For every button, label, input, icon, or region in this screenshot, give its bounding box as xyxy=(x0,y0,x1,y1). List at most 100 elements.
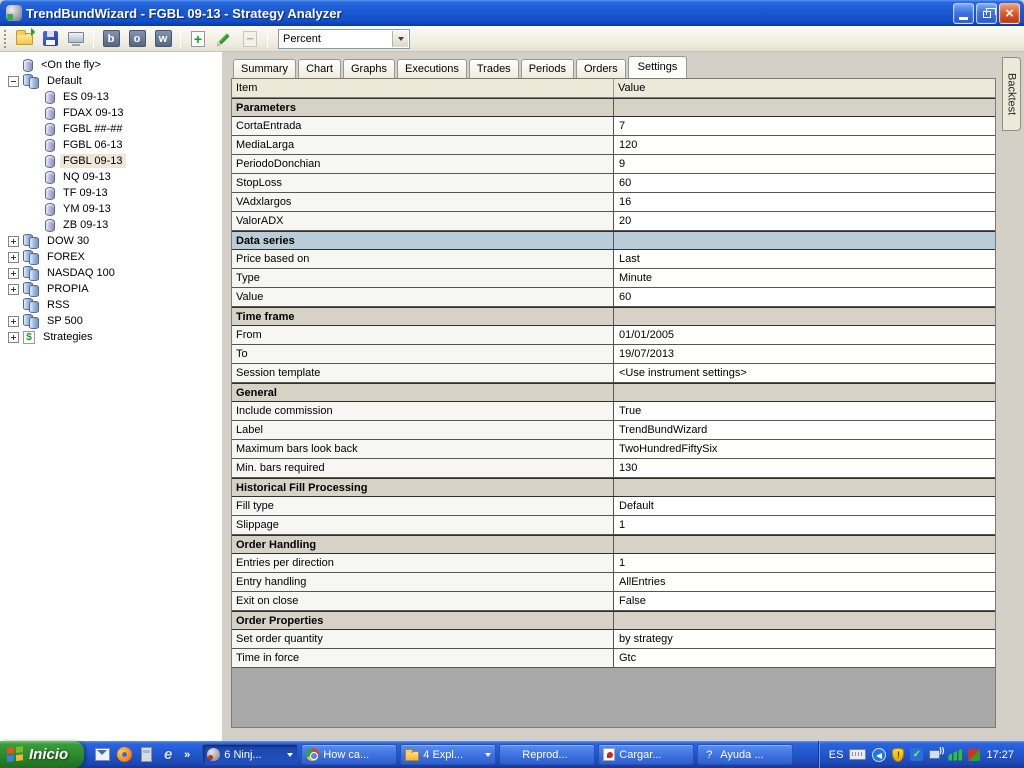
tab-settings[interactable]: Settings xyxy=(627,56,688,78)
save-button[interactable] xyxy=(38,28,62,50)
language-icon[interactable] xyxy=(872,747,887,762)
tree-item-es-09-13[interactable]: ES 09-13 xyxy=(0,89,222,105)
backtest-side-tab[interactable]: Backtest xyxy=(1002,57,1021,131)
taskbar-button-cargar[interactable]: Cargar... xyxy=(598,744,695,765)
settings-row-to[interactable]: To 19/07/2013 xyxy=(232,345,995,364)
taskbar-button-4-expl[interactable]: 4 Expl... xyxy=(400,744,497,765)
settings-row-valoradx[interactable]: ValorADX 20 xyxy=(232,212,995,231)
internet-explorer-quicklaunch-button[interactable]: e xyxy=(160,746,176,763)
settings-row-session-template[interactable]: Session template <Use instrument settings… xyxy=(232,364,995,383)
tree-item-fgbl-06-13[interactable]: FGBL 06-13 xyxy=(0,137,222,153)
expand-icon[interactable] xyxy=(7,331,19,343)
tree-item-zb-09-13[interactable]: ZB 09-13 xyxy=(0,217,222,233)
edit-button[interactable] xyxy=(212,28,236,50)
collapse-icon[interactable] xyxy=(7,75,19,87)
tab-chart[interactable]: Chart xyxy=(298,59,341,78)
tree-item-default[interactable]: Default xyxy=(0,73,222,89)
tree-splitter[interactable] xyxy=(222,52,231,741)
tree-item-fgbl-09-13[interactable]: FGBL 09-13 xyxy=(0,153,222,169)
tree-item-propia[interactable]: PROPIA xyxy=(0,281,222,297)
mail-quicklaunch-button[interactable] xyxy=(94,747,110,763)
settings-row-value[interactable]: Value 60 xyxy=(232,288,995,307)
tree-item-rss[interactable]: RSS xyxy=(0,297,222,313)
section-row-order-properties[interactable]: Order Properties xyxy=(232,611,995,630)
basic-view-button[interactable]: b xyxy=(99,28,123,50)
settings-row-cortaentrada[interactable]: CortaEntrada 7 xyxy=(232,117,995,136)
settings-row-label[interactable]: Label TrendBundWizard xyxy=(232,421,995,440)
tree-item-nq-09-13[interactable]: NQ 09-13 xyxy=(0,169,222,185)
settings-row-slippage[interactable]: Slippage 1 xyxy=(232,516,995,535)
start-button[interactable]: Inicio xyxy=(0,741,85,768)
settings-row-include-commission[interactable]: Include commission True xyxy=(232,402,995,421)
tree-item-sp-500[interactable]: SP 500 xyxy=(0,313,222,329)
walkforward-view-button[interactable]: w xyxy=(151,28,175,50)
tab-periods[interactable]: Periods xyxy=(520,59,574,78)
open-button[interactable] xyxy=(12,28,36,50)
settings-row-entry-handling[interactable]: Entry handling AllEntries xyxy=(232,573,995,592)
tab-graphs[interactable]: Graphs xyxy=(342,59,396,78)
settings-row-fill-type[interactable]: Fill type Default xyxy=(232,497,995,516)
taskbar-button-6-ninj[interactable]: 6 Ninj... xyxy=(202,744,299,765)
tree-item-nasdaq-100[interactable]: NASDAQ 100 xyxy=(0,265,222,281)
settings-row-type[interactable]: Type Minute xyxy=(232,269,995,288)
quicklaunch-overflow-chevron[interactable]: » xyxy=(184,748,191,761)
settings-row-price-based-on[interactable]: Price based on Last xyxy=(232,250,995,269)
tree-item-fgbl[interactable]: FGBL ##-## xyxy=(0,121,222,137)
taskbar-button-how-ca[interactable]: How ca... xyxy=(301,744,398,765)
antivirus-icon[interactable] xyxy=(968,748,981,761)
close-button[interactable]: × xyxy=(999,2,1020,24)
settings-row-set-order-quantity[interactable]: Set order quantity by strategy xyxy=(232,630,995,649)
settings-row-entries-per-direction[interactable]: Entries per direction 1 xyxy=(232,554,995,573)
remove-button[interactable]: − xyxy=(238,28,262,50)
section-row-data-series[interactable]: Data series xyxy=(232,231,995,250)
section-row-time-frame[interactable]: Time frame xyxy=(232,307,995,326)
tab-executions[interactable]: Executions xyxy=(397,59,467,78)
expand-icon[interactable] xyxy=(7,267,19,279)
tab-orders[interactable]: Orders xyxy=(575,59,626,78)
tab-summary[interactable]: Summary xyxy=(233,59,297,78)
settings-row-medialarga[interactable]: MediaLarga 120 xyxy=(232,136,995,155)
column-header-item[interactable]: Item xyxy=(232,79,614,97)
restore-button[interactable] xyxy=(976,2,997,24)
keyboard-icon[interactable] xyxy=(849,749,867,760)
section-row-order-handling[interactable]: Order Handling xyxy=(232,535,995,554)
section-row-historical-fill-processing[interactable]: Historical Fill Processing xyxy=(232,478,995,497)
display-button[interactable] xyxy=(64,28,88,50)
tree-item-forex[interactable]: FOREX xyxy=(0,249,222,265)
settings-row-exit-on-close[interactable]: Exit on close False xyxy=(232,592,995,611)
settings-row-periododonchian[interactable]: PeriodoDonchian 9 xyxy=(232,155,995,174)
app-icon[interactable] xyxy=(6,5,22,21)
column-header-value[interactable]: Value xyxy=(618,82,646,94)
taskbar-button-ayuda[interactable]: ? Ayuda ... xyxy=(697,744,794,765)
tree-item-on-the-fly[interactable]: <On the fly> xyxy=(0,57,222,73)
expand-icon[interactable] xyxy=(7,283,19,295)
security-shield-icon[interactable]: ! xyxy=(892,747,905,762)
chevron-down-icon[interactable] xyxy=(287,752,294,757)
settings-row-min-bars-required[interactable]: Min. bars required 130 xyxy=(232,459,995,478)
optimize-view-button[interactable]: o xyxy=(125,28,149,50)
settings-row-maximum-bars-look-back[interactable]: Maximum bars look back TwoHundredFiftySix xyxy=(232,440,995,459)
settings-row-vadxlargos[interactable]: VAdxlargos 16 xyxy=(232,193,995,212)
dropbox-icon[interactable]: ✓ xyxy=(910,748,924,761)
toolbar-grip[interactable] xyxy=(3,29,7,48)
tree-item-tf-09-13[interactable]: TF 09-13 xyxy=(0,185,222,201)
settings-row-time-in-force[interactable]: Time in force Gtc xyxy=(232,649,995,668)
tab-trades[interactable]: Trades xyxy=(468,59,519,78)
settings-row-stoploss[interactable]: StopLoss 60 xyxy=(232,174,995,193)
settings-row-from[interactable]: From 01/01/2005 xyxy=(232,326,995,345)
tree-item-strategies[interactable]: Strategies xyxy=(0,329,222,345)
tree-item-dow-30[interactable]: DOW 30 xyxy=(0,233,222,249)
tree-item-fdax-09-13[interactable]: FDAX 09-13 xyxy=(0,105,222,121)
chevron-down-icon[interactable] xyxy=(392,30,408,47)
section-row-general[interactable]: General xyxy=(232,383,995,402)
calculator-quicklaunch-button[interactable] xyxy=(138,747,154,763)
tree-item-ym-09-13[interactable]: YM 09-13 xyxy=(0,201,222,217)
firefox-quicklaunch-button[interactable] xyxy=(116,747,132,763)
minimize-button[interactable] xyxy=(953,2,974,24)
add-button[interactable]: + xyxy=(186,28,210,50)
display-mode-combobox[interactable]: Percent xyxy=(278,28,410,49)
chevron-down-icon[interactable] xyxy=(485,752,492,757)
taskbar-button-reprod[interactable]: Reprod... xyxy=(499,744,596,765)
language-indicator[interactable]: ES xyxy=(828,748,844,761)
signal-icon[interactable] xyxy=(948,748,963,761)
